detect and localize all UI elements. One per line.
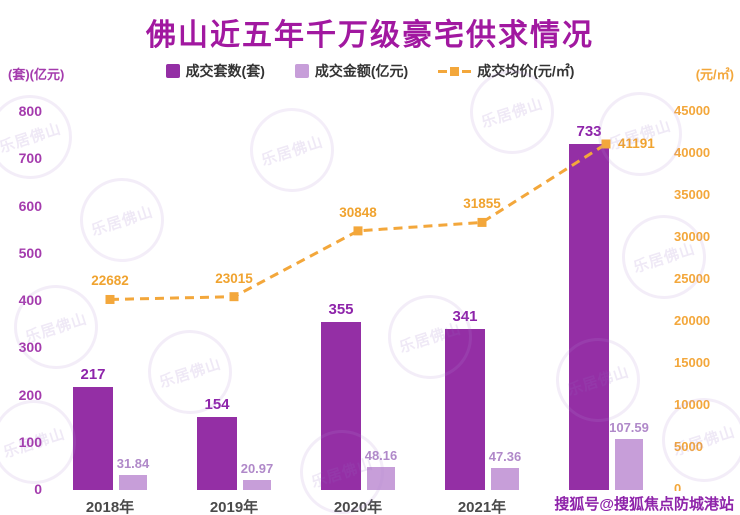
bar-amount: [491, 467, 519, 490]
bar-amount: [367, 467, 395, 490]
bar-count-label: 154: [204, 396, 230, 414]
sohu-watermark: 搜狐号@搜狐焦点防城港站: [548, 491, 736, 515]
legend-label: 成交均价(元/㎡): [477, 63, 575, 79]
legend-bar-swatch: [165, 64, 180, 78]
bar-count: [321, 322, 361, 490]
x-axis-label: 2021年: [457, 499, 507, 515]
bar-amount: [243, 480, 271, 490]
y-axis-tick-left: 300: [18, 339, 42, 356]
y-axis-tick-left: 200: [18, 386, 42, 403]
price-marker: [229, 292, 239, 302]
y-axis-tick-right: 40000: [674, 145, 711, 160]
y-axis-tick-right: 35000: [674, 187, 711, 202]
price-marker: [353, 226, 363, 236]
legend: 成交套数(套) 成交金额(亿元) 成交均价(元/㎡): [0, 61, 740, 81]
bar-amount: [615, 439, 643, 490]
right-axis-unit: (元/㎡): [695, 67, 734, 82]
y-axis-tick-right: 30000: [674, 229, 711, 244]
y-axis-tick-right: 45000: [674, 103, 711, 118]
page-title: 佛山近五年千万级豪宅供求情况: [146, 19, 594, 52]
y-axis-tick-left: 700: [18, 150, 42, 167]
bar-amount-label: 47.36: [488, 448, 522, 464]
legend-line-dash: [438, 69, 448, 73]
bar-count-label: 733: [576, 122, 602, 140]
bar-count-label: 355: [328, 301, 354, 319]
bar-amount: [119, 474, 147, 490]
price-label: 30848: [339, 204, 377, 220]
bar-count: [73, 387, 113, 490]
bar-amount-label: 48.16: [364, 448, 398, 464]
y-axis-tick-right: 0: [674, 481, 682, 496]
left-axis-unit: (套)(亿元): [8, 67, 65, 82]
y-axis-tick-left: 400: [18, 292, 42, 308]
price-label: 41191: [618, 135, 655, 151]
legend-line-swatch: [438, 66, 472, 76]
legend-item-0: 成交套数(套): [165, 61, 265, 81]
bar-count-label: 341: [452, 307, 478, 325]
bar-count: [569, 143, 609, 490]
price-label: 22682: [91, 273, 129, 289]
legend-label: 成交金额(亿元): [314, 63, 409, 79]
price-marker: [477, 217, 487, 227]
x-axis-label: 2020年: [333, 499, 383, 515]
y-axis-tick-left: 100: [18, 433, 42, 450]
y-axis-tick-right: 5000: [674, 439, 703, 454]
price-label: 23015: [215, 270, 253, 286]
y-axis-tick-left: 500: [18, 244, 42, 261]
bar-amount-label: 20.97: [240, 461, 274, 477]
bar-amount-label: 107.59: [609, 420, 649, 436]
y-axis-tick-right: 10000: [674, 397, 711, 412]
legend-bar-swatch: [294, 64, 309, 78]
y-axis-tick-right: 20000: [674, 313, 711, 328]
bar-amount-label: 31.84: [116, 455, 150, 471]
x-axis-label: 2019年: [209, 499, 259, 515]
bar-count-label: 217: [80, 366, 106, 384]
legend-line-marker: [450, 66, 460, 76]
price-marker: [105, 294, 115, 304]
legend-label: 成交套数(套): [185, 63, 265, 79]
bar-count: [197, 417, 237, 490]
legend-item-2: 成交均价(元/㎡): [438, 61, 574, 81]
y-axis-tick-left: 600: [18, 197, 42, 214]
price-label: 31855: [463, 196, 501, 212]
legend-line-dash: [462, 69, 472, 73]
legend-item-1: 成交金额(亿元): [294, 61, 409, 81]
x-axis-label: 2018年: [85, 499, 135, 515]
bar-count: [445, 328, 485, 490]
y-axis-tick-right: 15000: [674, 355, 711, 370]
y-axis-tick-left: 0: [34, 481, 42, 497]
y-axis-tick-left: 800: [18, 103, 42, 119]
y-axis-tick-right: 25000: [674, 271, 711, 286]
